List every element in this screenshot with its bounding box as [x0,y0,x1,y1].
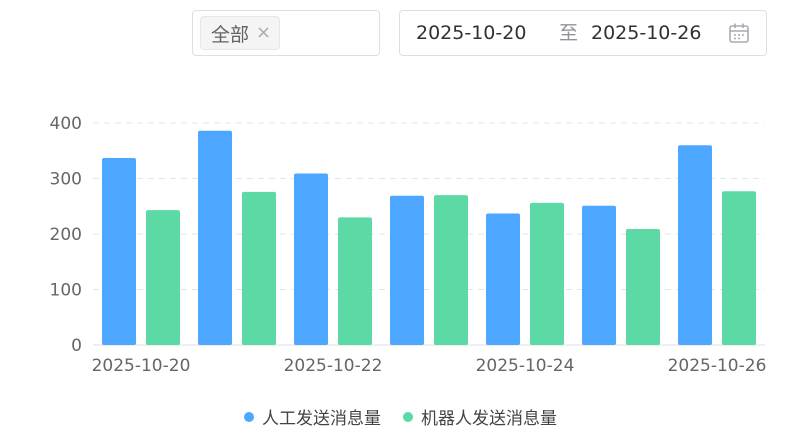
bar-series-2[interactable] [338,217,372,345]
x-tick-label: 2025-10-22 [284,356,383,376]
y-tick-label: 100 [50,281,82,301]
bar-series-2[interactable] [530,202,564,345]
date-range-picker[interactable]: 2025-10-20 至 2025-10-26 [399,10,767,56]
legend-item-series-2[interactable]: 机器人发送消息量 [403,404,557,429]
bar-series-1[interactable] [582,205,616,345]
legend-label-series-1: 人工发送消息量 [262,409,381,429]
selected-tag-label: 全部 [211,23,250,46]
bar-series-2[interactable] [146,210,180,345]
calendar-icon[interactable] [727,21,751,45]
end-date-input[interactable]: 2025-10-26 [591,22,702,44]
y-tick-label: 300 [50,170,82,190]
bar-series-2[interactable] [722,191,756,345]
bar-series-1[interactable] [294,173,328,345]
y-tick-label: 400 [50,114,82,134]
y-tick-label: 0 [71,336,82,356]
bar-series-1[interactable] [486,213,520,345]
date-range-separator: 至 [559,22,579,44]
legend-marker-series-1 [244,411,254,422]
bar-series-2[interactable] [626,229,660,345]
y-tick-label: 200 [50,225,82,245]
start-date-input[interactable]: 2025-10-20 [416,22,527,44]
bar-series-1[interactable] [390,195,424,345]
x-tick-label: 2025-10-24 [476,356,575,376]
x-tick-label: 2025-10-20 [92,356,191,376]
bar-series-1[interactable] [102,157,136,345]
legend-item-series-1[interactable]: 人工发送消息量 [244,404,381,429]
chart-legend: 人工发送消息量 机器人发送消息量 [0,404,801,429]
tag-close-icon[interactable]: × [256,22,272,43]
category-select[interactable]: 全部 × [192,10,380,56]
bar-series-1[interactable] [198,130,232,345]
x-tick-label: 2025-10-26 [668,356,767,376]
legend-marker-series-2 [403,411,413,422]
bar-series-2[interactable] [242,191,276,345]
bar-series-1[interactable] [678,145,712,345]
selected-tag: 全部 × [200,16,281,50]
legend-label-series-2: 机器人发送消息量 [421,409,557,429]
bar-series-2[interactable] [434,195,468,345]
